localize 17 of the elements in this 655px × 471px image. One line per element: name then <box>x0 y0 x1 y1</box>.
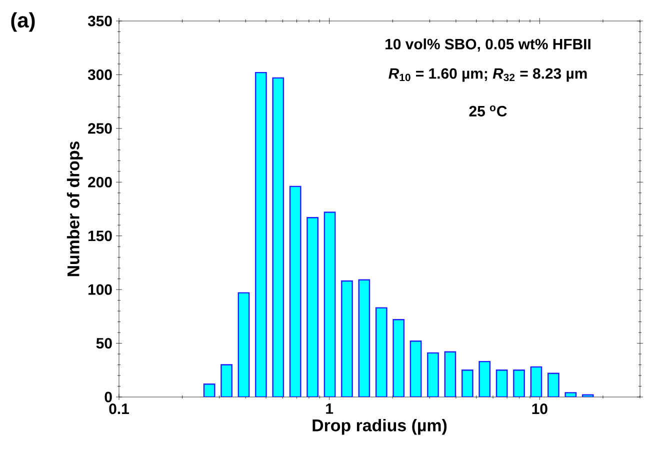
annotation: 10 vol% SBO, 0.05 wt% HFBII <box>386 38 590 52</box>
y-tick-label: 300 <box>88 69 112 80</box>
y-tick-label: 250 <box>88 123 112 134</box>
x-tick-label: 0.1 <box>109 404 129 414</box>
annotation: 25 $^{o}$C <box>469 106 507 116</box>
y-tick-label: 200 <box>88 176 112 188</box>
y-tick-label: 350 <box>88 16 112 26</box>
text: (a) <box>11 12 35 32</box>
y-axis-title: Number of drops <box>66 141 83 276</box>
y-tick-label: 100 <box>88 284 112 295</box>
y-tick-label: 0 <box>104 392 112 402</box>
y-tick-label: 50 <box>96 338 112 349</box>
x-tick-label: 1 <box>326 404 334 414</box>
x-axis-title: Drop radius (µm) <box>312 418 447 435</box>
y-tick-label: 150 <box>88 230 112 242</box>
x-tick-label: 10 <box>532 404 548 414</box>
annotation: R$_{10}$ = 1.60 µm; R$_{32}$ = 8.23 µm <box>388 68 587 82</box>
